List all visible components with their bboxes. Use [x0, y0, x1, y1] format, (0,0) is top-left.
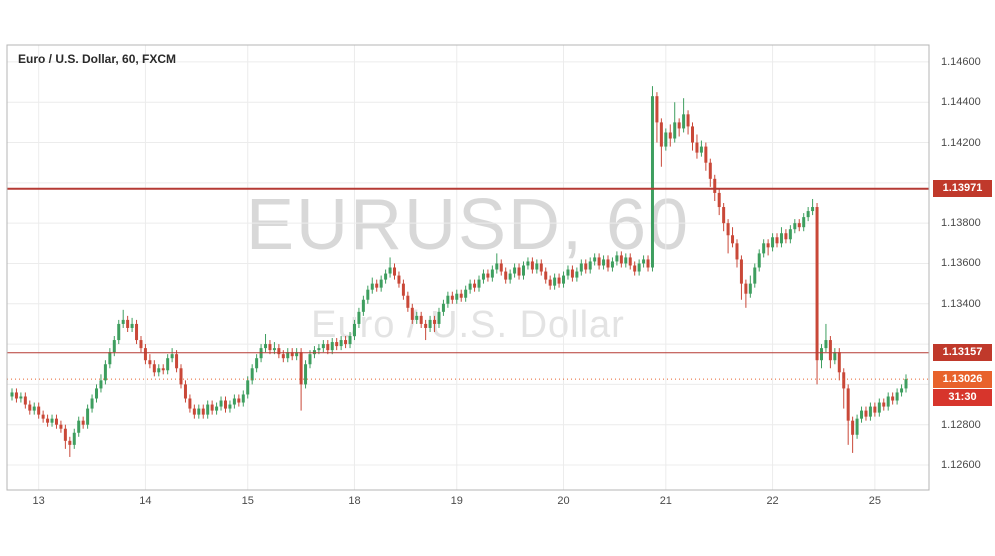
- time-tick: 15: [241, 495, 254, 507]
- time-tick: 18: [348, 495, 361, 507]
- price-tick: 1.14600: [941, 55, 981, 68]
- time-tick: 19: [450, 495, 463, 507]
- chart-title: Euro / U.S. Dollar, 60, FXCM: [18, 52, 177, 66]
- time-tick: 25: [868, 495, 881, 507]
- price-tick: 1.13600: [941, 257, 981, 270]
- bar-countdown-label: 31:30: [933, 388, 992, 406]
- time-tick: 21: [659, 495, 672, 507]
- time-tick: 13: [32, 495, 45, 507]
- price-level-label: 1.13971: [933, 180, 992, 198]
- time-tick: 14: [139, 495, 152, 507]
- time-tick: 22: [766, 495, 779, 507]
- time-tick: 20: [557, 495, 570, 507]
- time-axis[interactable]: 13 14 15 18 19 20 21 22 25: [0, 493, 930, 513]
- price-tick: 1.12800: [941, 418, 981, 431]
- price-axis[interactable]: 1.13971 1.13157 1.13026 31:30 1.14600 1.1…: [930, 0, 995, 556]
- price-tick: 1.13400: [941, 297, 981, 310]
- last-price-label: 1.13026: [933, 370, 992, 388]
- price-tick: 1.13800: [941, 217, 981, 230]
- price-tick: 1.14200: [941, 136, 981, 149]
- price-level-label: 1.13157: [933, 344, 992, 362]
- price-tick: 1.14400: [941, 96, 981, 109]
- price-tick: 1.12600: [941, 459, 981, 471]
